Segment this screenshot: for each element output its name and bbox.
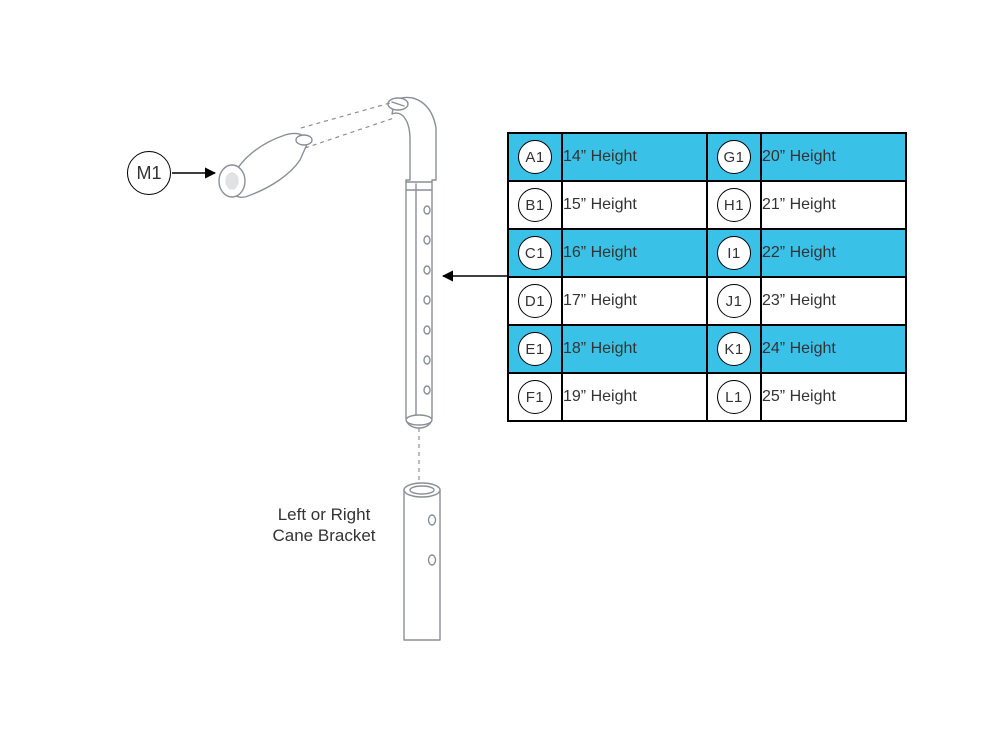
height-code-bubble: J1 [717,284,751,318]
height-code-cell: F1 [508,373,562,421]
height-code-bubble: H1 [717,188,751,222]
height-code-bubble: A1 [518,140,552,174]
height-code-bubble: D1 [518,284,552,318]
height-desc-cell: 17” Height [562,277,707,325]
height-code-cell: E1 [508,325,562,373]
height-desc-cell: 19” Height [562,373,707,421]
height-desc-cell: 24” Height [761,325,906,373]
callout-m1-code: M1 [136,163,161,184]
height-desc-cell: 14” Height [562,133,707,181]
height-code-bubble: E1 [518,332,552,366]
height-code-cell: C1 [508,229,562,277]
height-desc-cell: 18” Height [562,325,707,373]
cane-tube [388,98,436,428]
height-desc-cell: 16” Height [562,229,707,277]
assembly-dashes [301,103,419,482]
table-row: E1 18” Height K1 24” Height [508,325,906,373]
height-desc-cell: 21” Height [761,181,906,229]
height-code-bubble: I1 [717,236,751,270]
diagram-canvas: M1 Left or Right Cane Bracket A1 14” Heig… [0,0,1000,747]
height-code-cell: L1 [707,373,761,421]
height-code-cell: K1 [707,325,761,373]
bracket-label-line1: Left or Right [254,504,394,525]
height-desc-cell: 20” Height [761,133,906,181]
height-code-cell: I1 [707,229,761,277]
table-row: B1 15” Height H1 21” Height [508,181,906,229]
height-desc-cell: 15” Height [562,181,707,229]
height-desc-cell: 25” Height [761,373,906,421]
height-code-bubble: K1 [717,332,751,366]
height-code-cell: G1 [707,133,761,181]
height-code-bubble: B1 [518,188,552,222]
height-table: A1 14” Height G1 20” Height B1 15” Height H1 21… [507,132,907,422]
height-code-bubble: C1 [518,236,552,270]
height-code-bubble: G1 [717,140,751,174]
cane-bracket [404,483,440,640]
table-row: C1 16” Height I1 22” Height [508,229,906,277]
table-row: F1 19” Height L1 25” Height [508,373,906,421]
height-code-bubble: F1 [518,380,552,414]
height-code-cell: J1 [707,277,761,325]
bracket-label: Left or Right Cane Bracket [254,504,394,547]
height-code-cell: A1 [508,133,562,181]
table-row: D1 17” Height J1 23” Height [508,277,906,325]
height-code-bubble: L1 [717,380,751,414]
height-code-cell: B1 [508,181,562,229]
bracket-label-line2: Cane Bracket [254,525,394,546]
table-row: A1 14” Height G1 20” Height [508,133,906,181]
handle-grip [219,133,312,197]
callout-m1: M1 [127,151,171,195]
height-code-cell: D1 [508,277,562,325]
height-code-cell: H1 [707,181,761,229]
height-desc-cell: 23” Height [761,277,906,325]
height-desc-cell: 22” Height [761,229,906,277]
